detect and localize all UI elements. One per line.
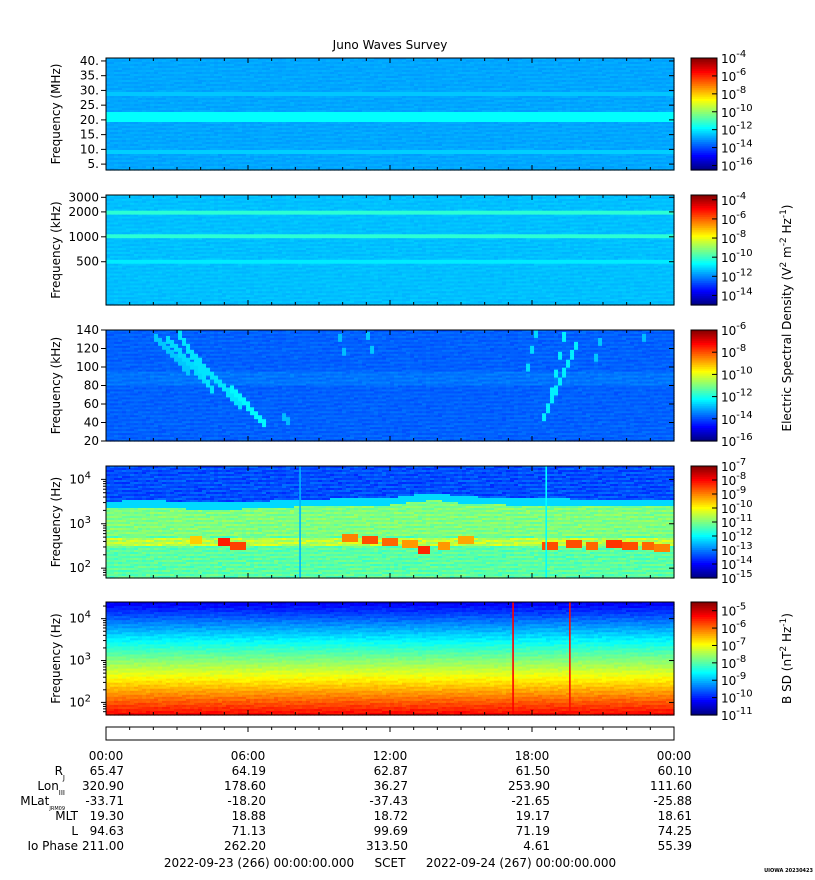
spectrogram-panels: 5.10.15.20.25.30.35.40.Frequency (MHz)10… [49, 49, 753, 723]
chart-title: Juno Waves Survey [332, 38, 448, 52]
panel-hfr-high: 5.10.15.20.25.30.35.40.Frequency (MHz)10… [49, 49, 753, 174]
